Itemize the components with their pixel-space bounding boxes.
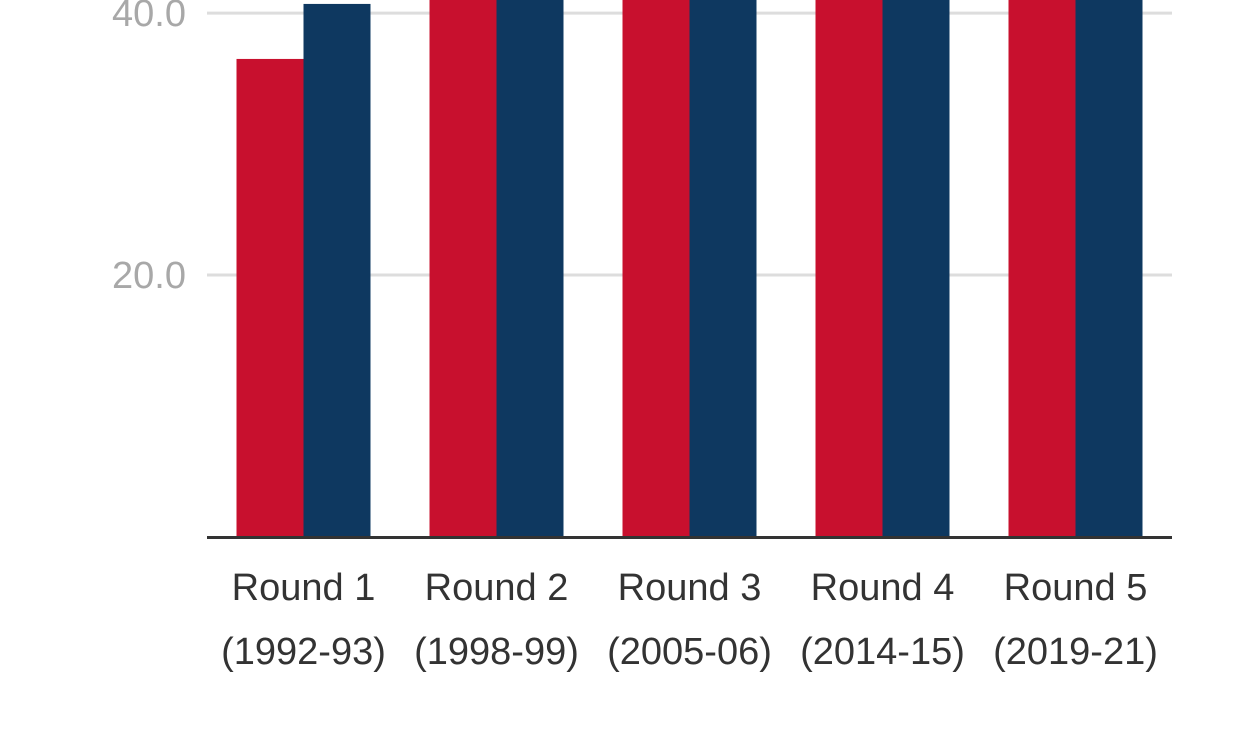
y-tick-label: 40.0: [112, 0, 186, 35]
bar: [496, 0, 564, 538]
bar: [1075, 0, 1143, 537]
bar: [303, 3, 371, 538]
bar: [815, 0, 883, 538]
x-tick-label: Round 2 (1998-99): [414, 567, 579, 673]
x-tick-label-box: Round 4 (2014-15): [800, 567, 965, 673]
x-tick-label-box: Round 3 (2005-06): [607, 567, 772, 673]
y-tick-label: 20.0: [112, 255, 186, 297]
bars: [236, 0, 1143, 538]
bar: [882, 0, 950, 537]
bar: [236, 58, 304, 537]
x-tick-label: Round 1 (1992-93): [221, 567, 386, 673]
bar: [1008, 0, 1076, 538]
x-tick-label-box: Round 2 (1998-99): [414, 567, 579, 673]
x-tick-label-box: Round 1 (1992-93): [221, 567, 386, 673]
bar: [622, 0, 690, 537]
x-tick-label: Round 4 (2014-15): [800, 567, 965, 673]
x-tick-label-box: Round 5 (2019-21): [993, 567, 1158, 673]
bar: [689, 0, 757, 538]
bar: [429, 0, 497, 537]
x-tick-label: Round 5 (2019-21): [993, 567, 1158, 673]
labels: 20.0 40.0 Round 1 (1992-93) Round 2 (1998-9…: [112, 0, 1158, 673]
x-tick-label: Round 3 (2005-06): [607, 567, 772, 673]
